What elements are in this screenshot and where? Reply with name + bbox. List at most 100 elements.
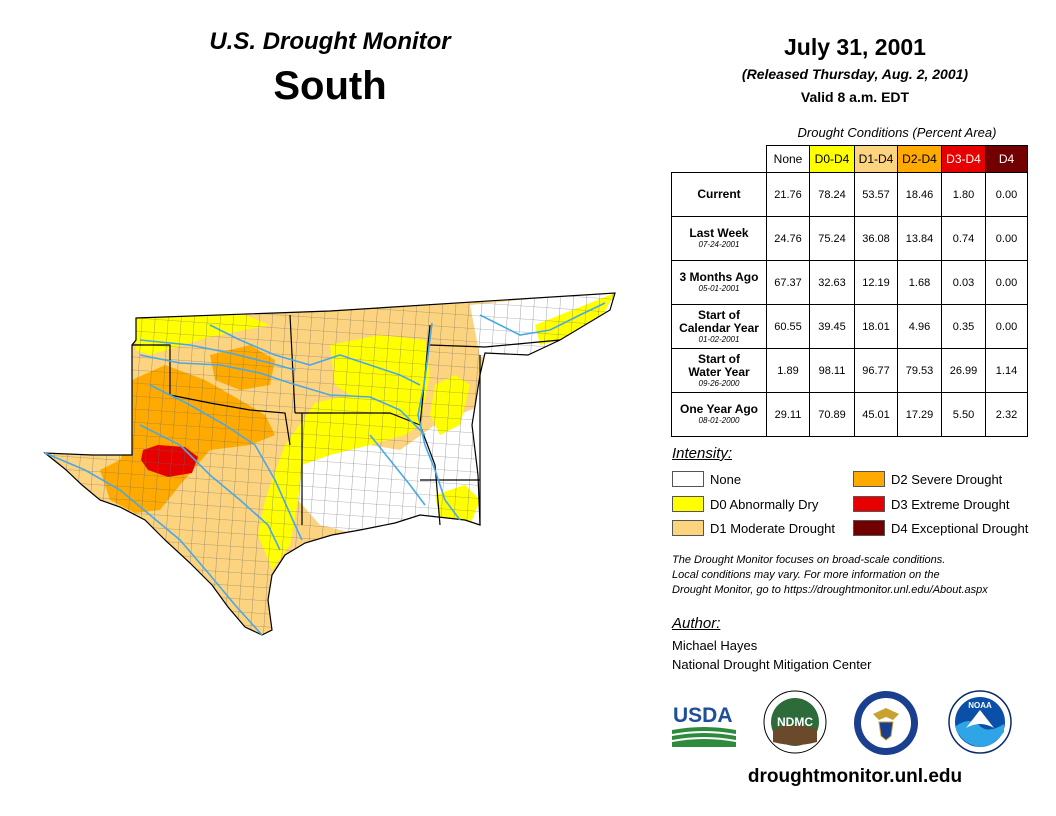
map-title: U.S. Drought Monitor — [209, 28, 451, 55]
table-row-start-of-calendar-year: Start of Calendar Year 01-02-2001 60.55 39… — [671, 304, 1028, 349]
note-line: The Drought Monitor focuses on broad-sca… — [672, 554, 946, 566]
table-cell: 26.99 — [941, 348, 986, 393]
table-cell: 24.76 — [766, 216, 810, 261]
table-cell: 45.01 — [854, 392, 898, 437]
table-row-3-months-ago: 3 Months Ago 05-01-2001 67.37 32.63 12.19… — [671, 260, 1028, 305]
row-label: 3 Months Ago 05-01-2001 — [671, 260, 767, 305]
table-row-start-of-water-year: Start of Water Year 09-26-2000 1.89 98.11 … — [671, 348, 1028, 393]
row-label-text: Last Week — [689, 226, 749, 240]
noaa-bird — [966, 710, 994, 728]
row-date: 08-01-2000 — [698, 416, 740, 425]
legend-label: D2 Severe Drought — [891, 471, 1003, 487]
usda-stripe — [672, 727, 736, 734]
ndmc-logo: NDMC — [763, 690, 827, 754]
usda-stripe — [672, 739, 736, 747]
tennessee-river — [479, 302, 606, 336]
col-d2-d4: D2-D4 — [897, 145, 942, 173]
usda-logo: USDA — [672, 704, 736, 747]
table-cell: 21.76 — [766, 172, 810, 217]
table-cell: 2.32 — [985, 392, 1028, 437]
ndmc-logo-text: NDMC — [777, 715, 813, 729]
red-river-louisiana — [369, 434, 426, 506]
release-date: (Released Thursday, Aug. 2, 2001) — [741, 66, 969, 82]
noaa-logo: NOAA — [948, 690, 1012, 754]
note-line: Drought Monitor, go to https://droughtmo… — [672, 584, 988, 596]
legend-swatch — [853, 520, 885, 536]
table-cell: 1.14 — [985, 348, 1028, 393]
table-cell: 79.53 — [897, 348, 942, 393]
canadian-river — [139, 339, 296, 371]
legend-item-d4: D4 Exceptional Drought — [853, 519, 1028, 537]
table-cell: 36.08 — [854, 216, 898, 261]
drought-conditions-table: None D0-D4 D1-D4 D2-D4 D3-D4 D4 Current … — [671, 145, 1028, 437]
table-caption: Drought Conditions (Percent Area) — [797, 125, 997, 140]
row-label-text: One Year Ago — [679, 402, 759, 416]
table-cell: 0.00 — [985, 172, 1028, 217]
col-none: None — [766, 145, 810, 173]
author-organization: National Drought Mitigation Center — [672, 657, 872, 672]
table-row-last-week: Last Week 07-24-2001 24.76 75.24 36.08 13… — [671, 216, 1028, 261]
row-label-line: Start of — [698, 351, 740, 366]
table-row-current: Current 21.76 78.24 53.57 18.46 1.80 0.0… — [671, 172, 1028, 217]
usda-stripe — [672, 733, 736, 740]
website-url[interactable]: droughtmonitor.unl.edu — [747, 766, 963, 787]
table-cell: 13.84 — [897, 216, 942, 261]
table-header-row: None D0-D4 D1-D4 D2-D4 D3-D4 D4 — [671, 145, 1028, 173]
table-cell: 0.03 — [941, 260, 986, 305]
row-label: Current — [671, 172, 767, 217]
drought-map — [43, 292, 616, 636]
colorado-river — [139, 424, 281, 551]
table-cell: 1.68 — [897, 260, 942, 305]
arkansas-river — [209, 324, 421, 386]
col-d4: D4 — [985, 145, 1028, 173]
region-outline — [43, 292, 616, 636]
row-date: 09-26-2000 — [698, 378, 740, 388]
state-boundaries — [43, 292, 616, 636]
table-cell: 75.24 — [809, 216, 855, 261]
mississippi-river — [417, 322, 461, 521]
table-cell: 18.46 — [897, 172, 942, 217]
table-corner — [671, 145, 767, 173]
table-cell: 0.74 — [941, 216, 986, 261]
noaa-logo-text: NOAA — [968, 701, 992, 710]
row-label-text: 3 Months Ago — [679, 270, 759, 284]
legend-swatch — [672, 471, 704, 487]
disclaimer-note: The Drought Monitor focuses on broad-sca… — [672, 553, 1042, 598]
oklahoma-arkansas-border — [289, 314, 296, 414]
row-date: 01-02-2001 — [698, 334, 740, 344]
row-label: Start of Calendar Year 01-02-2001 — [671, 304, 767, 349]
row-label-text: Current — [697, 187, 741, 201]
table-cell: 12.19 — [854, 260, 898, 305]
legend-item-d1: D1 Moderate Drought — [672, 519, 835, 537]
col-d1-d4: D1-D4 — [854, 145, 898, 173]
row-date: 07-24-2001 — [698, 240, 740, 249]
table-cell: 70.89 — [809, 392, 855, 437]
legend-item-d2: D2 Severe Drought — [853, 470, 1002, 488]
legend-item-d0: D0 Abnormally Dry — [672, 495, 818, 513]
rio-grande — [44, 452, 263, 636]
table-cell: 0.00 — [985, 304, 1028, 349]
legend-swatch — [853, 471, 885, 487]
legend-swatch — [672, 496, 704, 512]
table-cell: 1.80 — [941, 172, 986, 217]
valid-time: Valid 8 a.m. EDT — [800, 89, 910, 105]
col-d0-d4: D0-D4 — [809, 145, 855, 173]
noaa-wave — [956, 721, 1004, 748]
legend-label: D3 Extreme Drought — [891, 496, 1010, 512]
legend-label: D4 Exceptional Drought — [891, 520, 1029, 536]
table-cell: 0.35 — [941, 304, 986, 349]
rivers — [44, 302, 606, 636]
table-cell: 60.55 — [766, 304, 810, 349]
row-label: One Year Ago 08-01-2000 — [671, 392, 767, 437]
legend-heading: Intensity: — [672, 445, 733, 462]
commerce-seal-logo — [854, 691, 918, 755]
county-lines — [45, 293, 615, 635]
legend-label: None — [710, 471, 742, 487]
author-heading: Author: — [672, 615, 721, 632]
region-title: South — [273, 64, 387, 108]
row-label-line: Water Year — [688, 364, 750, 379]
author-name: Michael Hayes — [672, 638, 758, 653]
col-d3-d4: D3-D4 — [941, 145, 986, 173]
table-cell: 39.45 — [809, 304, 855, 349]
table-cell: 1.89 — [766, 348, 810, 393]
